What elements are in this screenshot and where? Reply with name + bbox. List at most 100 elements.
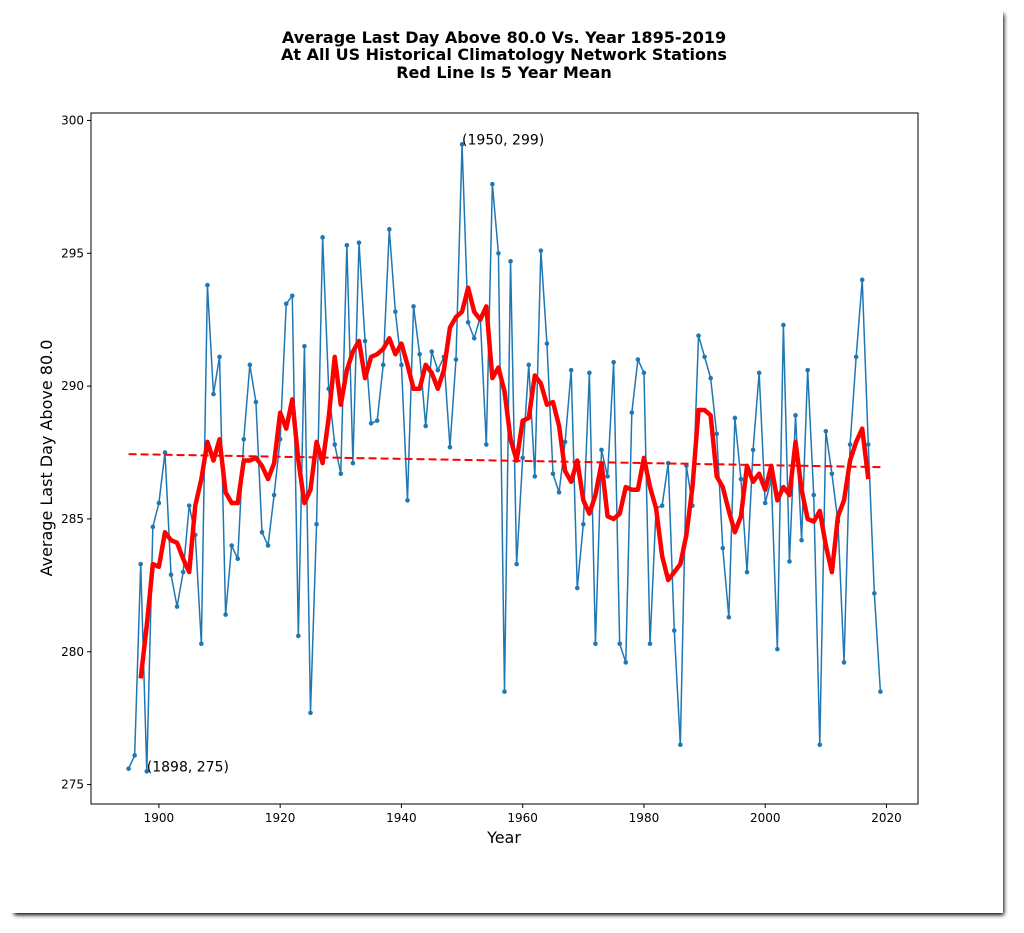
data-point	[787, 559, 792, 564]
annotation: (1898, 275)	[147, 759, 229, 775]
data-point	[544, 341, 550, 346]
data-point	[223, 612, 228, 617]
data-point	[211, 391, 216, 397]
x-tick-label: 2000	[750, 811, 781, 825]
data-point	[289, 293, 295, 299]
data-point	[156, 500, 162, 506]
y-axis-label: Average Last Day Above 80.0	[37, 340, 56, 577]
data-point	[581, 521, 586, 527]
data-point	[235, 556, 241, 562]
data-point	[550, 471, 556, 477]
y-tick-label: 300	[61, 113, 84, 127]
data-point	[775, 646, 780, 652]
data-point	[617, 641, 622, 647]
x-tick-label: 1900	[144, 811, 175, 825]
data-point	[599, 447, 604, 453]
data-point	[678, 742, 683, 748]
x-tick-label: 2020	[871, 811, 902, 825]
data-point	[574, 585, 580, 591]
data-point	[453, 357, 459, 362]
data-point	[314, 521, 319, 527]
data-point	[429, 349, 435, 354]
data-point	[253, 399, 259, 405]
data-point	[387, 227, 392, 232]
data-point	[647, 641, 653, 647]
data-point	[368, 420, 374, 426]
data-point	[459, 142, 465, 147]
data-point	[423, 423, 428, 429]
data-point	[847, 442, 853, 447]
data-point	[380, 362, 386, 368]
data-point	[829, 471, 835, 477]
data-point	[502, 689, 507, 694]
data-point	[878, 689, 883, 694]
data-point	[205, 282, 210, 288]
data-point	[738, 476, 744, 482]
data-point	[587, 370, 592, 376]
y-tick-label: 295	[61, 246, 84, 260]
chart-title: Red Line Is 5 Year Mean	[396, 63, 612, 82]
data-point	[374, 418, 380, 423]
data-point	[332, 442, 338, 447]
data-point	[362, 338, 368, 344]
data-point	[259, 529, 265, 535]
data-point	[756, 370, 762, 376]
data-point	[514, 561, 519, 567]
data-point	[435, 367, 441, 373]
data-point	[799, 537, 804, 543]
data-point	[562, 439, 568, 445]
data-point	[496, 250, 501, 256]
data-point	[350, 460, 356, 466]
data-point	[593, 641, 598, 647]
data-point	[811, 492, 817, 498]
plot-frame	[90, 112, 919, 805]
data-point	[696, 333, 701, 338]
data-point	[356, 240, 362, 245]
data-point	[302, 343, 307, 349]
data-point	[126, 766, 131, 771]
data-point	[405, 498, 410, 503]
data-point	[671, 628, 677, 633]
data-point	[241, 436, 247, 442]
data-point	[538, 248, 544, 253]
x-axis-label: Year	[486, 828, 521, 847]
data-point	[393, 309, 398, 315]
chart-title: Average Last Day Above 80.0 Vs. Year 189…	[282, 28, 726, 47]
series-line	[128, 453, 881, 469]
data-point	[132, 753, 137, 758]
data-point	[841, 660, 847, 665]
data-point	[659, 503, 665, 508]
data-point	[520, 455, 525, 461]
data-point	[805, 367, 810, 373]
data-point	[508, 258, 513, 264]
data-point	[320, 235, 325, 240]
data-point	[265, 543, 271, 548]
y-tick-label: 285	[61, 512, 84, 526]
y-tick-label: 290	[61, 379, 84, 393]
data-point	[702, 354, 707, 360]
x-tick-label: 1940	[386, 811, 417, 825]
data-point	[338, 471, 344, 477]
data-point	[823, 428, 829, 434]
data-point	[732, 415, 738, 421]
y-tick-label: 280	[61, 645, 84, 659]
data-point	[865, 442, 871, 447]
x-tick-label: 1960	[507, 811, 538, 825]
data-point	[144, 769, 150, 774]
data-point	[484, 442, 489, 447]
series-line	[127, 143, 882, 773]
data-point	[641, 370, 647, 376]
data-point	[199, 641, 204, 647]
data-point	[283, 301, 289, 307]
data-point	[853, 354, 859, 360]
data-point	[750, 447, 756, 453]
data-point	[556, 490, 562, 495]
data-point	[817, 742, 823, 748]
data-point	[180, 569, 186, 575]
series-line	[138, 285, 871, 679]
data-point	[568, 367, 574, 373]
data-point	[344, 243, 350, 248]
data-point	[635, 357, 641, 362]
data-point	[872, 591, 877, 596]
